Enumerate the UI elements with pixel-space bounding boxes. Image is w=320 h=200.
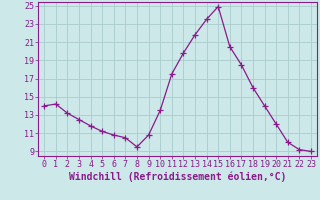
X-axis label: Windchill (Refroidissement éolien,°C): Windchill (Refroidissement éolien,°C) [69,172,286,182]
